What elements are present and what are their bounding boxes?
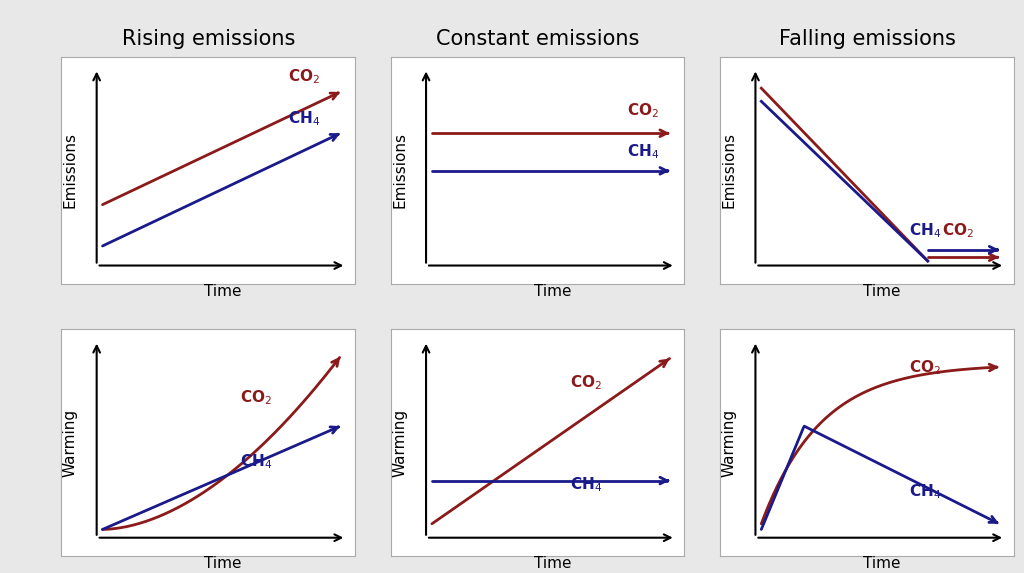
- Text: CO$_2$: CO$_2$: [288, 68, 319, 87]
- Text: Time: Time: [863, 556, 900, 571]
- Text: CH$_4$: CH$_4$: [908, 482, 941, 501]
- Text: CO$_2$: CO$_2$: [942, 222, 974, 240]
- Text: CH$_4$: CH$_4$: [288, 109, 321, 128]
- Text: Constant emissions: Constant emissions: [436, 29, 639, 49]
- Text: Time: Time: [863, 284, 900, 299]
- Text: Emissions: Emissions: [722, 132, 736, 209]
- Text: Falling emissions: Falling emissions: [778, 29, 955, 49]
- Text: CH$_4$: CH$_4$: [627, 143, 659, 162]
- Text: Time: Time: [204, 284, 242, 299]
- Text: Emissions: Emissions: [62, 132, 78, 209]
- Text: CH$_4$: CH$_4$: [241, 453, 272, 471]
- Text: Warming: Warming: [62, 409, 78, 477]
- Text: CH$_4$: CH$_4$: [908, 222, 941, 240]
- Text: Time: Time: [534, 284, 571, 299]
- Text: Warming: Warming: [722, 409, 736, 477]
- Text: CO$_2$: CO$_2$: [241, 388, 272, 407]
- Text: Time: Time: [204, 556, 242, 571]
- Text: Emissions: Emissions: [392, 132, 408, 209]
- Text: Time: Time: [534, 556, 571, 571]
- Text: Rising emissions: Rising emissions: [122, 29, 295, 49]
- Text: CH$_4$: CH$_4$: [569, 475, 602, 494]
- Text: CO$_2$: CO$_2$: [908, 359, 941, 377]
- Text: CO$_2$: CO$_2$: [569, 374, 602, 393]
- Text: Warming: Warming: [392, 409, 408, 477]
- Text: CO$_2$: CO$_2$: [627, 101, 658, 120]
